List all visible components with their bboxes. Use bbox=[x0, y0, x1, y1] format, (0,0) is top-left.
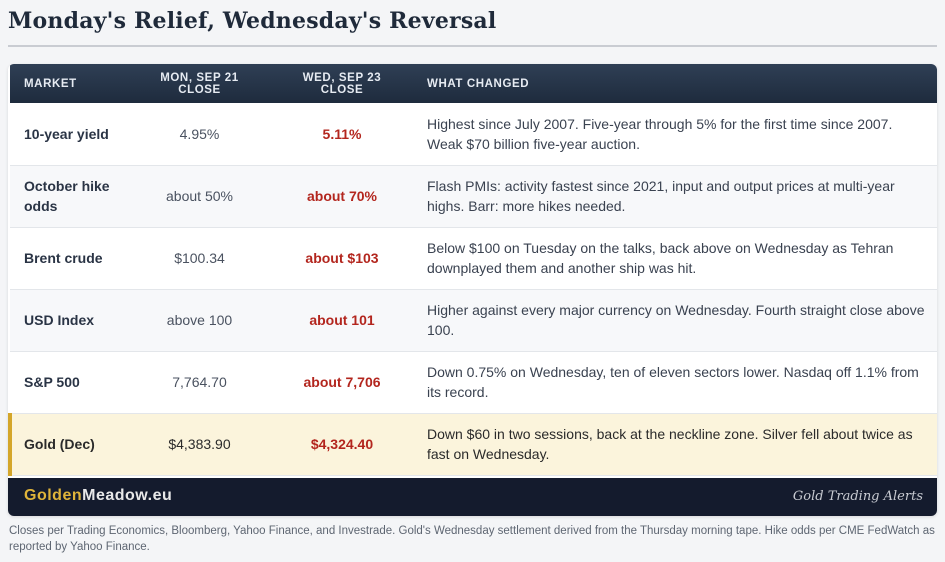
comparison-table-card: MARKET MON, SEP 21 CLOSE WED, SEP 23 CLO… bbox=[8, 64, 937, 516]
table-header-row: MARKET MON, SEP 21 CLOSE WED, SEP 23 CLO… bbox=[10, 64, 937, 103]
col-header-wed: WED, SEP 23 CLOSE bbox=[302, 71, 382, 96]
table-row: October hike odds about 50% about 70% Fl… bbox=[10, 165, 937, 227]
source-note: Closes per Trading Economics, Bloomberg,… bbox=[9, 525, 935, 553]
cell-market: October hike odds bbox=[24, 178, 110, 214]
cell-market: Brent crude bbox=[24, 250, 103, 266]
table-row-gold-highlight: Gold (Dec) $4,383.90 $4,324.40 Down $60 … bbox=[8, 413, 937, 475]
cell-what-changed: Down 0.75% on Wednesday, ten of eleven s… bbox=[427, 364, 919, 400]
table-row: S&P 500 7,764.70 about 7,706 Down 0.75% … bbox=[10, 351, 937, 413]
cell-mon-close: about 50% bbox=[166, 188, 233, 204]
col-header-what-changed: WHAT CHANGED bbox=[427, 77, 530, 90]
brand-logo-part1: Golden bbox=[24, 487, 83, 504]
cell-wed-close: about 101 bbox=[309, 312, 375, 328]
title-divider bbox=[8, 45, 937, 47]
cell-what-changed: Highest since July 2007. Five-year throu… bbox=[427, 115, 893, 152]
brand-logo[interactable]: GoldenMeadow.eu bbox=[24, 487, 172, 505]
cell-mon-close: above 100 bbox=[166, 312, 233, 328]
table-row: USD Index above 100 about 101 Higher aga… bbox=[10, 289, 937, 351]
cell-market: USD Index bbox=[24, 312, 95, 328]
table-row: Brent crude $100.34 about $103 Below $10… bbox=[10, 227, 937, 289]
cell-market: Gold (Dec) bbox=[8, 413, 128, 475]
cell-mon-close: 4.95% bbox=[179, 125, 220, 142]
cell-wed-close: 5.11% bbox=[322, 125, 362, 142]
col-header-mon: MON, SEP 21 CLOSE bbox=[160, 71, 239, 96]
cell-what-changed: Higher against every major currency on W… bbox=[427, 302, 925, 338]
cell-what-changed: Below $100 on Tuesday on the talks, back… bbox=[427, 240, 894, 276]
cell-mon-close: $100.34 bbox=[174, 250, 225, 266]
cell-wed-close: about $103 bbox=[305, 250, 379, 266]
comparison-table: MARKET MON, SEP 21 CLOSE WED, SEP 23 CLO… bbox=[8, 64, 937, 476]
cell-wed-close: $4,324.40 bbox=[310, 436, 374, 452]
cell-wed-close: about 7,706 bbox=[303, 374, 381, 390]
page-title: Monday's Relief, Wednesday's Reversal bbox=[8, 8, 497, 34]
cell-market: S&P 500 bbox=[24, 374, 80, 390]
cell-mon-close: $4,383.90 bbox=[168, 436, 231, 452]
cell-wed-close: about 70% bbox=[306, 188, 377, 204]
cell-market: 10-year yield bbox=[24, 125, 109, 142]
cell-mon-close: 7,764.70 bbox=[172, 374, 227, 390]
col-header-market: MARKET bbox=[24, 77, 77, 90]
brand-footer-bar: GoldenMeadow.eu Gold Trading Alerts bbox=[8, 478, 937, 516]
table-row: 10-year yield 4.95% 5.11% Highest since … bbox=[10, 103, 937, 165]
cell-what-changed: Flash PMIs: activity fastest since 2021,… bbox=[427, 178, 895, 214]
brand-logo-part2: Meadow.eu bbox=[82, 487, 173, 504]
cell-what-changed: Down $60 in two sessions, back at the ne… bbox=[427, 426, 913, 462]
brand-tagline: Gold Trading Alerts bbox=[792, 489, 923, 504]
